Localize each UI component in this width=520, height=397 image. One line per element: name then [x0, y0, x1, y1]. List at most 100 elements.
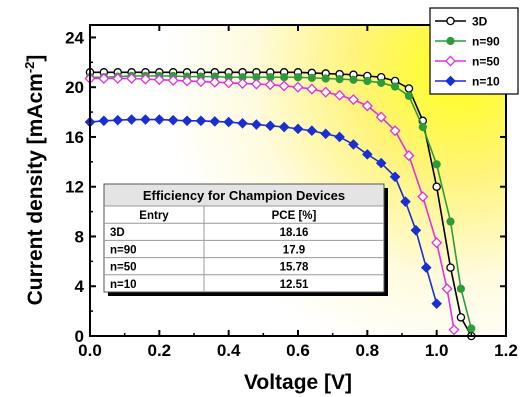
- y-tick-label: 20: [65, 78, 84, 97]
- data-point: [209, 116, 221, 127]
- data-point: [320, 128, 332, 140]
- data-point: [432, 182, 441, 191]
- x-tick-label: 1.0: [425, 341, 449, 360]
- data-point: [446, 263, 455, 272]
- legend-box: [429, 7, 519, 95]
- data-point: [292, 81, 304, 93]
- data-point: [446, 217, 455, 226]
- inset-table-pce-cell: 17.9: [283, 244, 305, 256]
- data-point: [112, 114, 124, 126]
- data-point: [389, 171, 401, 183]
- x-tick-label: 1.2: [494, 341, 518, 360]
- data-point: [223, 77, 235, 89]
- data-point: [410, 224, 422, 236]
- data-point: [167, 114, 179, 126]
- y-axis-title-close: ]: [24, 55, 47, 62]
- data-point: [467, 324, 476, 333]
- inset-table-pce-cell: 12.51: [280, 279, 309, 291]
- data-point: [404, 91, 414, 101]
- x-tick-label: 0.0: [78, 341, 102, 360]
- data-point: [278, 121, 290, 133]
- data-point: [417, 191, 429, 203]
- data-point: [389, 125, 401, 137]
- data-point: [181, 75, 193, 87]
- y-axis-title-sup: -2: [22, 62, 37, 74]
- inset-table-pce-cell: 15.78: [280, 262, 309, 274]
- inset-table-title: Efficiency for Champion Devices: [143, 188, 345, 203]
- data-point: [280, 73, 289, 82]
- y-tick-label: 4: [75, 277, 85, 296]
- y-tick-label: 0: [75, 327, 84, 346]
- data-point: [153, 74, 165, 86]
- x-tick-label: 0.2: [148, 341, 172, 360]
- legend-swatch-marker: [445, 75, 456, 87]
- data-point: [292, 123, 304, 135]
- data-point: [334, 89, 346, 101]
- data-point: [307, 73, 316, 82]
- data-point: [377, 78, 386, 87]
- legend-swatch-marker: [446, 36, 455, 46]
- y-axis-title: Current density [mAcm-2]: [22, 55, 47, 306]
- data-point: [293, 73, 303, 82]
- data-point: [237, 77, 249, 89]
- data-point: [363, 76, 372, 86]
- legend-swatch-marker: [444, 55, 457, 67]
- y-axis-title-main: Current density [mAcm: [24, 73, 47, 305]
- inset-table-entry-cell: n=10: [110, 279, 137, 291]
- data-point: [250, 78, 262, 90]
- data-point: [335, 75, 344, 84]
- inset-table-header-cell: Entry: [139, 210, 169, 222]
- data-point: [251, 119, 262, 130]
- y-tick-label: 16: [65, 128, 84, 147]
- y-tick-label: 12: [65, 178, 84, 197]
- data-point: [223, 116, 234, 128]
- x-tick-label: 0.8: [356, 341, 380, 360]
- legend-item: n=90: [435, 35, 500, 49]
- data-point: [361, 100, 373, 112]
- x-tick-label: 0.4: [217, 341, 241, 360]
- legend-label: 3D: [472, 15, 488, 29]
- data-point: [320, 86, 332, 98]
- data-point: [306, 125, 318, 137]
- inset-table-entry-cell: n=90: [110, 244, 137, 256]
- series-line: [90, 77, 455, 330]
- data-point: [349, 75, 358, 84]
- inset-table-pce-cell: 18.16: [280, 227, 309, 239]
- data-point: [98, 115, 110, 127]
- legend-item: n=50: [435, 55, 500, 69]
- data-point: [404, 84, 414, 93]
- data-point: [347, 94, 359, 106]
- data-point: [420, 262, 432, 273]
- inset-table-header-cell: PCE [%]: [272, 210, 317, 222]
- data-point: [431, 237, 443, 249]
- data-point: [306, 83, 318, 95]
- legend-swatch-marker: [446, 16, 455, 26]
- data-point: [167, 74, 179, 86]
- data-point: [418, 122, 427, 132]
- data-point: [264, 79, 276, 91]
- legend-item: n=10: [435, 75, 500, 89]
- data-point: [237, 117, 248, 129]
- x-axis-title: Voltage [V]: [244, 371, 352, 394]
- data-point: [448, 324, 460, 336]
- legend-item: 3D: [435, 15, 488, 29]
- data-point: [431, 298, 442, 309]
- data-point: [278, 80, 290, 92]
- data-point: [126, 72, 138, 85]
- inset-table-entry-cell: 3D: [110, 227, 125, 239]
- data-point: [209, 76, 221, 88]
- y-tick-label: 24: [65, 28, 84, 47]
- data-point: [195, 115, 207, 127]
- data-point: [348, 139, 359, 150]
- data-point: [98, 72, 110, 85]
- series-n50: [84, 72, 460, 336]
- data-point: [362, 149, 373, 160]
- data-point: [139, 73, 151, 85]
- data-point: [334, 131, 345, 143]
- data-point: [112, 72, 124, 85]
- data-point: [456, 284, 466, 293]
- data-point: [321, 74, 330, 83]
- data-point: [432, 160, 441, 169]
- data-point: [400, 196, 411, 207]
- data-point: [264, 120, 276, 132]
